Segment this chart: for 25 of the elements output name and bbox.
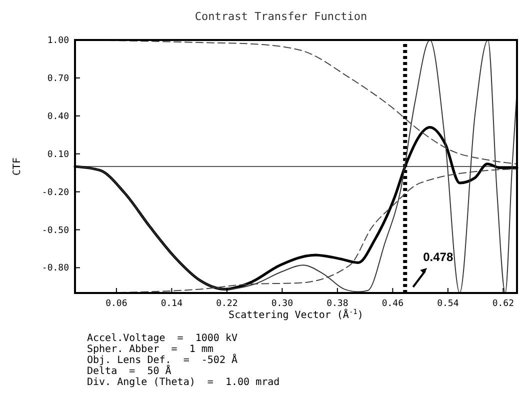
x-tick-label: 0.62 <box>492 299 514 309</box>
y-tick-label: -0.80 <box>42 264 69 274</box>
y-tick-label: 0.10 <box>47 150 69 160</box>
y-tick-label: -0.50 <box>42 226 69 236</box>
x-axis-title: Scattering Vector (Å$^{-1}$) <box>228 308 364 321</box>
x-tick-label: 0.14 <box>160 299 183 309</box>
x-tick-label: 0.30 <box>271 299 294 309</box>
y-tick-label: -0.20 <box>42 188 69 198</box>
text: Div. Angle (Theta) = 1.00 mrad <box>87 377 280 388</box>
x-tick-label: 0.06 <box>106 299 128 309</box>
x-tick-label: 0.54 <box>437 299 459 309</box>
y-tick-label: 0.40 <box>47 112 69 122</box>
line-series <box>74 40 518 294</box>
text: Spher. Abber = 1 mm <box>87 344 214 355</box>
x-tick-label: 0.38 <box>326 299 348 309</box>
chart-title: Contrast Transfer Function <box>194 10 368 23</box>
ref-line-label: 0.478 <box>423 250 454 264</box>
y-tick-label: 0.70 <box>47 74 69 84</box>
x-tick-label: 0.46 <box>382 299 404 309</box>
text: Obj. Lens Def. = -502 Å <box>87 353 238 366</box>
y-axis-title: CTF <box>12 157 23 176</box>
text: Accel.Voltage = 1000 kV <box>87 333 238 344</box>
text: Delta = 50 Å <box>87 364 172 377</box>
x-tick-label: 0.22 <box>216 299 238 309</box>
y-tick-label: 1.00 <box>47 36 69 46</box>
